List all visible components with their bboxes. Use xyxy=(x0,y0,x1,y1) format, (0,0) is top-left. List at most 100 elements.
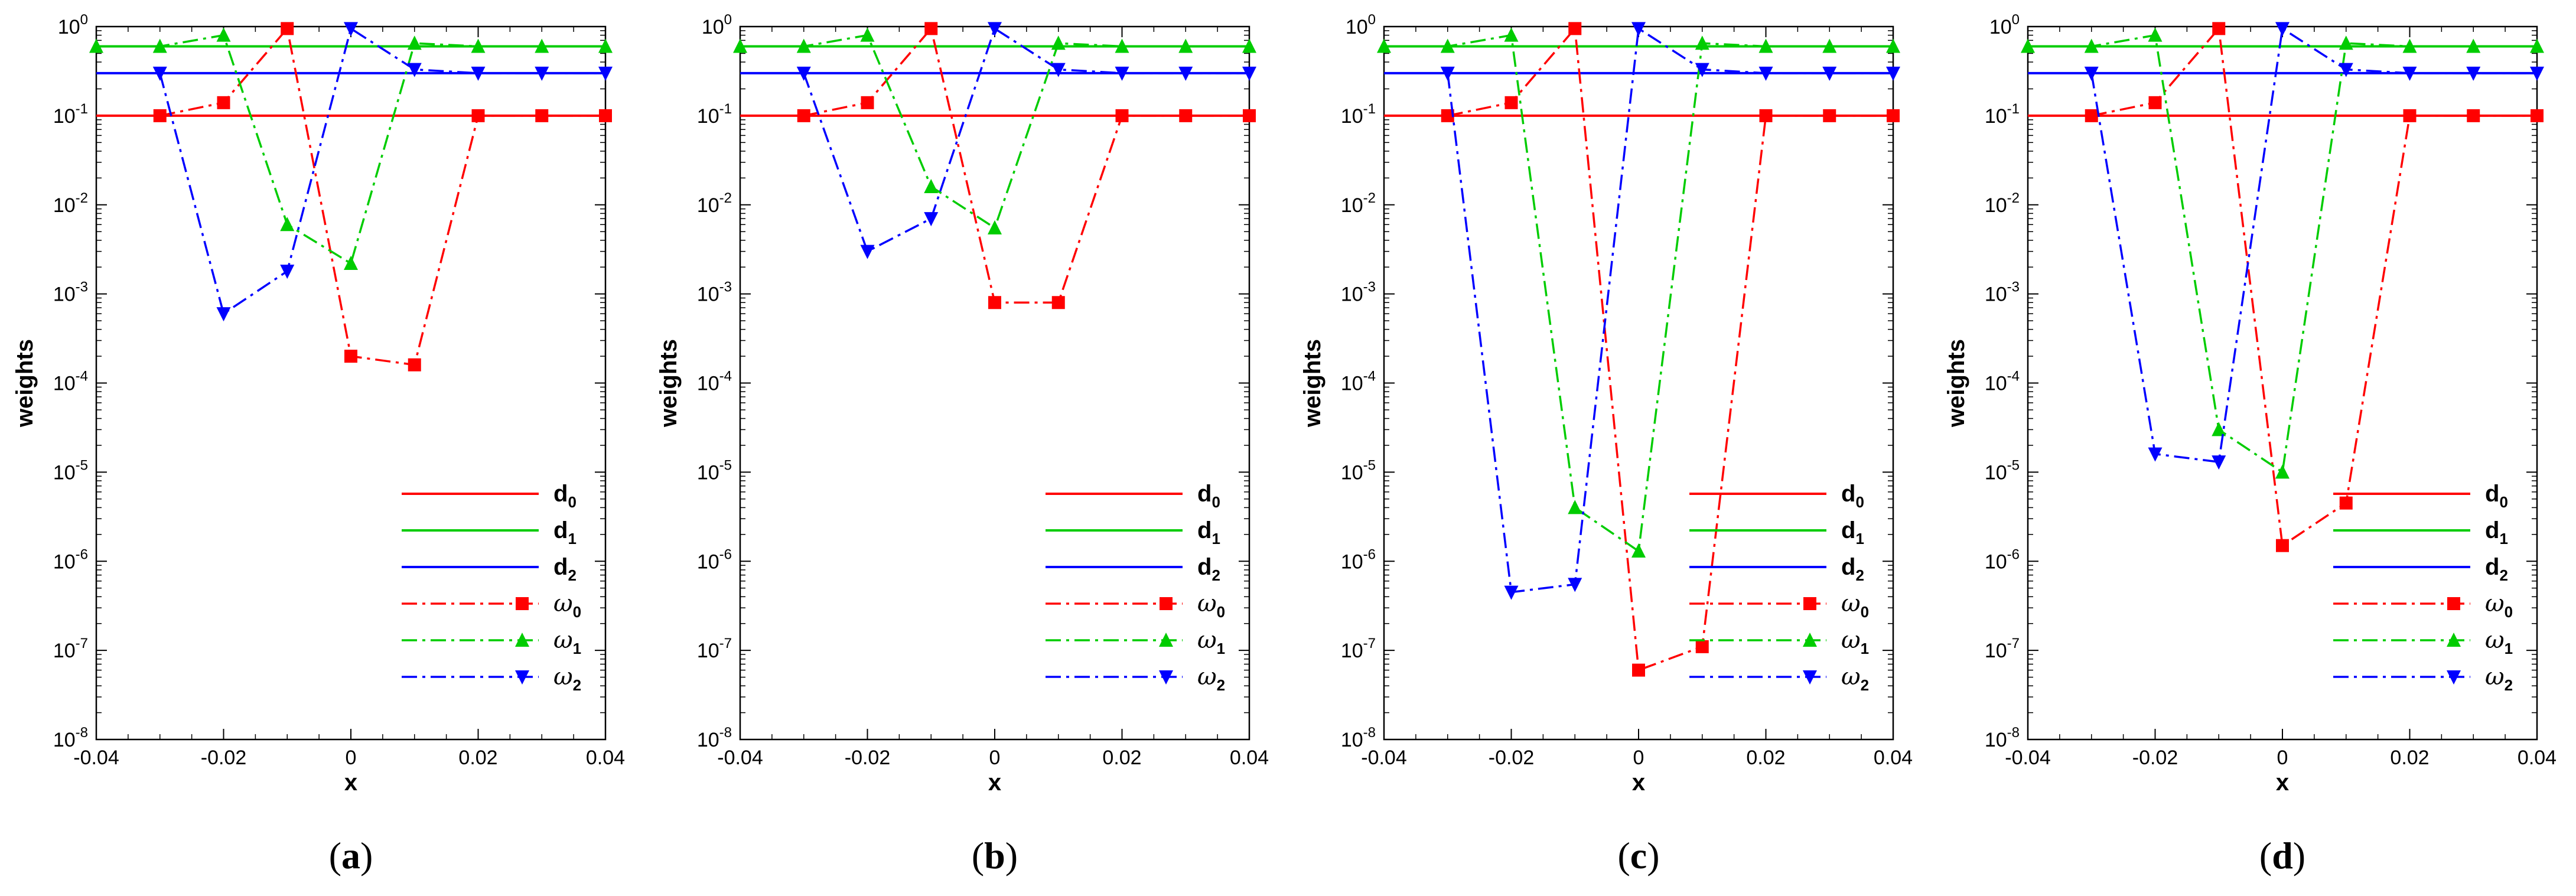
chart-panel-a: 10-810-710-610-510-410-310-210-1100-0.04… xyxy=(12,12,625,877)
y-tick-exponent: -4 xyxy=(2007,369,2020,385)
y-tick-label: 10-5 xyxy=(697,457,732,484)
y-tick-base: 10 xyxy=(702,16,724,38)
legend-symbol: d xyxy=(1841,481,1855,507)
data-point xyxy=(535,66,549,81)
y-tick-base: 10 xyxy=(1985,105,2007,128)
y-tick-label: 10-2 xyxy=(1341,190,1376,217)
data-point xyxy=(1115,38,1129,53)
y-tick-base: 10 xyxy=(1985,550,2007,573)
y-tick-label: 10-4 xyxy=(1341,369,1376,395)
data-point xyxy=(796,66,811,81)
y-tick-exponent: -6 xyxy=(1363,546,1376,562)
data-point xyxy=(280,217,295,232)
y-tick-label: 10-7 xyxy=(1341,636,1376,662)
y-tick-base: 10 xyxy=(53,105,76,128)
x-axis-title: x xyxy=(988,770,1001,796)
legend-label: d0 xyxy=(1841,481,1864,511)
data-point xyxy=(1504,585,1519,600)
plot-frame xyxy=(739,25,1250,741)
series-line xyxy=(803,26,1249,304)
y-tick-base: 10 xyxy=(1341,373,1363,395)
x-tick-label: 0 xyxy=(989,747,1001,769)
legend-subscript: 0 xyxy=(1855,493,1864,511)
legend-marker xyxy=(1159,670,1173,685)
data-point xyxy=(2339,63,2353,77)
y-tick-base: 10 xyxy=(1985,461,2007,484)
data-point xyxy=(2212,455,2226,470)
caption-paren: ( xyxy=(2259,835,2272,877)
data-point xyxy=(1568,22,1582,35)
data-point xyxy=(280,265,295,279)
y-tick-base: 10 xyxy=(1985,284,2007,306)
data-point xyxy=(1440,66,1455,81)
chart-panel-d: 10-810-710-610-510-410-310-210-1100-0.04… xyxy=(1943,12,2557,877)
y-tick-label: 10-5 xyxy=(1985,457,2020,484)
y-tick-base: 10 xyxy=(1341,194,1363,217)
x-tick-label: 0.04 xyxy=(1230,747,1269,769)
legend-label: ω1 xyxy=(1841,627,1869,657)
data-point xyxy=(924,178,939,193)
legend-subscript: 1 xyxy=(1855,530,1864,548)
legend-subscript: 2 xyxy=(2499,566,2507,584)
y-tick-base: 10 xyxy=(1989,16,2012,38)
data-point xyxy=(1115,109,1129,122)
data-point xyxy=(1243,109,1256,122)
y-tick-label: 10-2 xyxy=(53,190,88,217)
legend-symbol: ω xyxy=(1841,590,1861,617)
data-point xyxy=(407,35,422,50)
data-point xyxy=(1440,38,1455,53)
y-tick-exponent: -5 xyxy=(76,457,88,473)
data-point xyxy=(344,22,358,37)
y-tick-exponent: -2 xyxy=(719,190,732,206)
x-axis-title: x xyxy=(2276,770,2289,796)
series-line xyxy=(1447,26,1893,672)
legend-label: d1 xyxy=(1197,517,1220,548)
legend-subscript: 2 xyxy=(1217,676,1225,694)
series-line xyxy=(159,26,605,366)
legend-symbol: ω xyxy=(1841,663,1861,690)
data-point xyxy=(1242,66,1256,81)
y-tick-base: 10 xyxy=(53,194,76,217)
y-tick-label: 10-3 xyxy=(53,279,88,306)
legend-symbol: ω xyxy=(2485,627,2505,654)
y-tick-exponent: -6 xyxy=(76,546,88,562)
legend-symbol: ω xyxy=(553,590,573,617)
data-point xyxy=(598,66,613,81)
legend-subscript: 1 xyxy=(2499,530,2507,548)
y-tick-base: 10 xyxy=(1341,640,1363,662)
y-tick-exponent: -2 xyxy=(2007,190,2020,206)
series-ω2 xyxy=(1440,22,1900,600)
legend-marker xyxy=(1803,633,1817,647)
data-point xyxy=(1758,38,1773,53)
data-point xyxy=(1242,38,1256,53)
legend-symbol: ω xyxy=(553,663,573,690)
legend-symbol: ω xyxy=(1841,627,1861,654)
y-tick-base: 10 xyxy=(1985,194,2007,217)
data-point xyxy=(89,38,103,53)
y-tick-label: 10-6 xyxy=(1341,546,1376,573)
y-tick-exponent: -1 xyxy=(1363,101,1376,117)
legend-subscript: 0 xyxy=(2499,493,2507,511)
y-tick-exponent: -3 xyxy=(2007,279,2020,295)
data-point xyxy=(2148,96,2162,109)
legend-label: d2 xyxy=(1197,554,1220,584)
legend-symbol: d xyxy=(1197,554,1212,580)
data-point xyxy=(2021,38,2035,53)
data-point xyxy=(535,109,549,122)
x-tick-label: -0.04 xyxy=(73,747,119,769)
legend-label: ω1 xyxy=(1197,627,1225,657)
legend-subscript: 2 xyxy=(568,566,576,584)
data-point xyxy=(1886,38,1900,53)
data-point xyxy=(471,66,486,81)
series-line xyxy=(2028,34,2537,474)
data-point xyxy=(1441,109,1454,122)
y-tick-base: 10 xyxy=(697,640,719,662)
legend-symbol: d xyxy=(553,481,568,507)
y-tick-exponent: -5 xyxy=(2007,457,2020,473)
caption-paren: ( xyxy=(329,835,341,877)
y-tick-base: 10 xyxy=(697,105,719,128)
y-tick-base: 10 xyxy=(53,461,76,484)
plot-frame xyxy=(1383,25,1894,741)
legend-subscript: 0 xyxy=(573,603,581,621)
data-point xyxy=(1115,66,1129,81)
